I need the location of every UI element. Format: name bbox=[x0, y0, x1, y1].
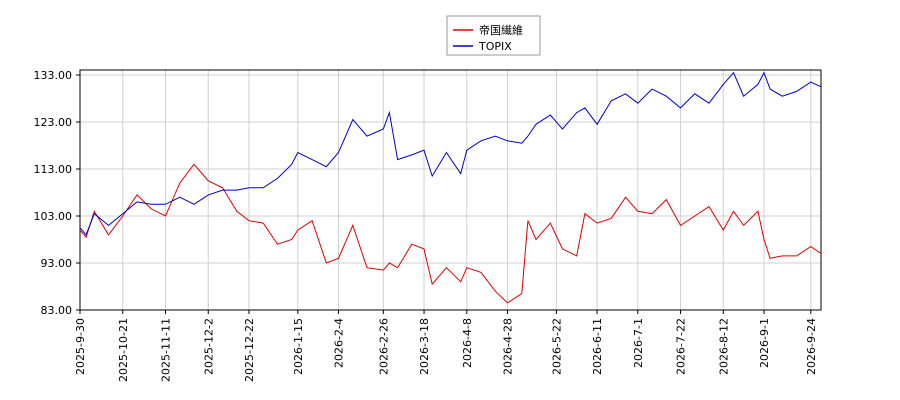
x-tick-label: 2025-12-22 bbox=[243, 318, 256, 382]
x-tick-label: 2026-9-1 bbox=[758, 318, 771, 368]
x-tick-label: 2026-2-26 bbox=[377, 318, 390, 375]
legend-label: TOPIX bbox=[478, 40, 512, 53]
y-tick-label: 93.00 bbox=[41, 257, 73, 270]
x-tick-label: 2026-1-15 bbox=[292, 318, 305, 375]
x-tick-label: 2026-9-24 bbox=[805, 318, 818, 375]
x-tick-label: 2025-10-21 bbox=[117, 318, 130, 382]
x-tick-label: 2026-3-18 bbox=[418, 318, 431, 375]
series-line bbox=[79, 71, 822, 236]
legend-box bbox=[446, 15, 541, 56]
plot-frame bbox=[79, 69, 822, 311]
y-tick-label: 123.00 bbox=[34, 116, 73, 129]
x-tick-label: 2026-4-28 bbox=[502, 318, 515, 375]
x-tick-label: 2026-5-22 bbox=[550, 318, 563, 375]
x-tick-label: 2025-12-2 bbox=[202, 318, 215, 375]
legend-label: 帝国繊維 bbox=[479, 23, 523, 37]
y-tick-label: 103.00 bbox=[34, 210, 73, 223]
x-tick-label: 2025-11-11 bbox=[160, 318, 173, 382]
x-tick-label: 2026-8-12 bbox=[717, 318, 730, 375]
x-tick-label: 2026-7-22 bbox=[675, 318, 688, 375]
x-tick-label: 2026-7-1 bbox=[632, 318, 645, 368]
y-tick-label: 133.00 bbox=[34, 69, 73, 82]
y-tick-label: 83.00 bbox=[41, 304, 73, 317]
x-tick-label: 2026-2-4 bbox=[333, 318, 346, 368]
series-line bbox=[79, 163, 822, 304]
x-tick-label: 2026-6-11 bbox=[591, 318, 604, 375]
x-tick-label: 2026-4-8 bbox=[461, 318, 474, 368]
x-tick-label: 2025-9-30 bbox=[74, 318, 87, 375]
y-tick-label: 113.00 bbox=[34, 163, 73, 176]
